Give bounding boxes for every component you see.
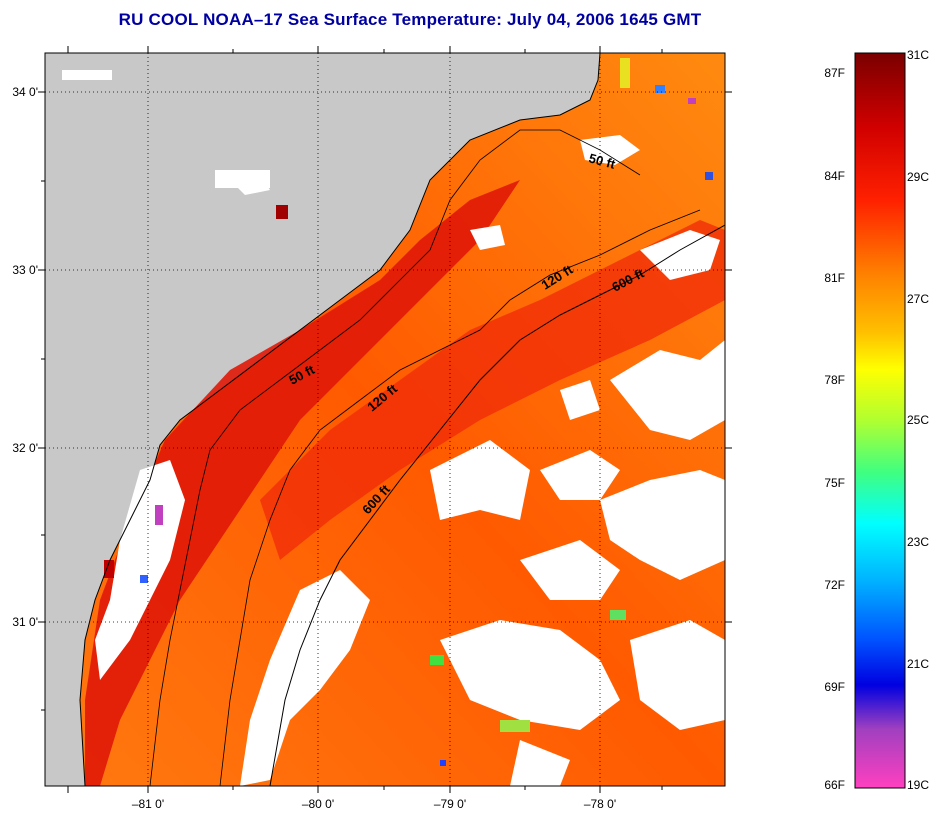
colorbar [854, 52, 906, 789]
sst-map: 34 0' 33 0' 32 0' 31 0' –81 0' –80 0' –7… [12, 46, 732, 811]
sst-map-svg: 34 0' 33 0' 32 0' 31 0' –81 0' –80 0' –7… [12, 46, 732, 811]
contour-label-50ft-north: 50 ft [587, 150, 617, 172]
cb-c-23: 23C [907, 535, 930, 549]
cb-f-87: 87F [824, 66, 845, 80]
isobath-120ft [219, 209, 701, 786]
lat-label-33: 33 0' [12, 263, 38, 277]
cool-speckles [140, 58, 713, 766]
cb-c-21: 21C [907, 657, 930, 671]
lon-label-79: –79 0' [434, 797, 466, 811]
cb-f-81: 81F [824, 271, 845, 285]
cb-f-72: 72F [824, 578, 845, 592]
coastline [79, 53, 601, 786]
axis-ticks [38, 46, 732, 793]
inland-white-spot-2 [215, 170, 270, 188]
inland-spot [104, 560, 114, 578]
inland-white-spot [62, 70, 112, 80]
cb-c-19: 19C [907, 778, 930, 792]
lat-label-34: 34 0' [12, 85, 38, 99]
inland-lake-spot [276, 205, 288, 219]
lon-label-78: –78 0' [584, 797, 616, 811]
lon-label-81: –81 0' [132, 797, 164, 811]
map-frame [44, 52, 726, 787]
cb-f-75: 75F [824, 476, 845, 490]
lon-label-80: –80 0' [302, 797, 334, 811]
cb-c-27: 27C [907, 292, 930, 306]
cb-c-31: 31C [907, 48, 930, 62]
cb-c-29: 29C [907, 170, 930, 184]
cb-f-84: 84F [824, 169, 845, 183]
colorbar-ramp [854, 52, 906, 789]
lat-label-32: 32 0' [12, 441, 38, 455]
map-title: RU COOL NOAA–17 Sea Surface Temperature:… [118, 10, 702, 29]
land-area [45, 53, 600, 786]
cb-f-69: 69F [824, 680, 845, 694]
cb-f-78: 78F [824, 373, 845, 387]
isobath-50ft [149, 129, 641, 786]
warm-mid-band [260, 220, 725, 560]
lat-label-31: 31 0' [12, 615, 38, 629]
cb-c-25: 25C [907, 413, 930, 427]
cb-f-66: 66F [824, 778, 845, 792]
graticule [45, 53, 725, 786]
isobath-600ft [269, 224, 725, 786]
